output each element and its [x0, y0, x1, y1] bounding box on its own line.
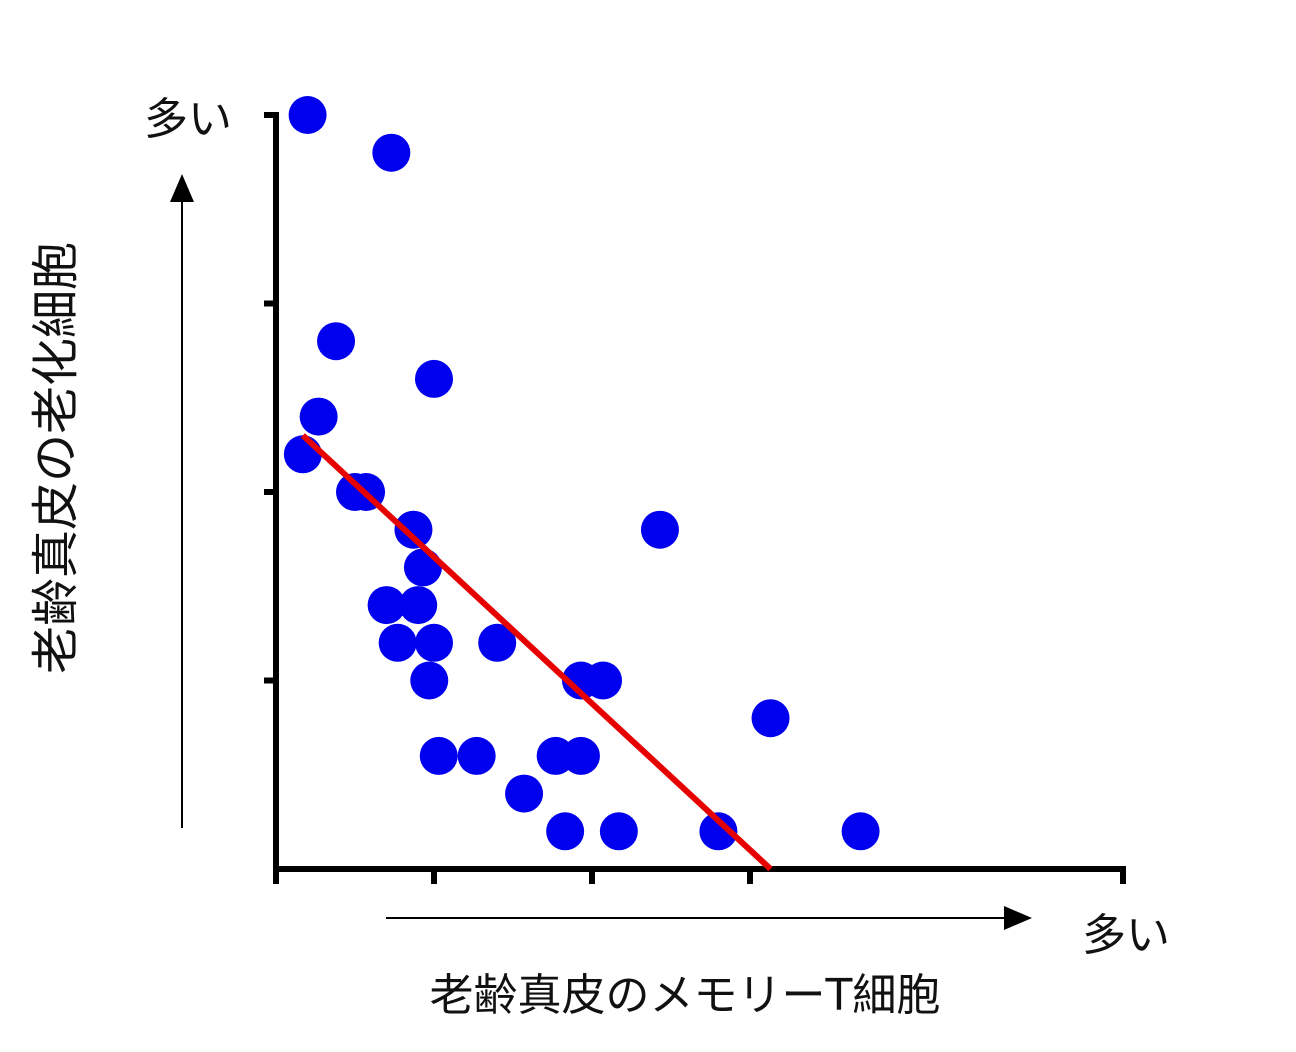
data-point — [317, 322, 356, 361]
data-point — [457, 736, 496, 775]
y-arrow-head-icon — [170, 174, 194, 202]
data-point — [415, 359, 453, 398]
data-point — [410, 661, 449, 700]
y-high-label: 多い — [144, 94, 232, 145]
data-point — [584, 661, 623, 700]
x-arrow-head-icon — [1004, 906, 1032, 930]
data-point — [478, 623, 517, 662]
data-point — [505, 774, 544, 813]
data-point — [561, 736, 600, 775]
data-point — [419, 736, 458, 775]
data-point — [640, 510, 679, 549]
x-axis-ticks — [273, 869, 1126, 884]
data-point — [299, 397, 338, 436]
data-point — [367, 586, 406, 625]
x-axis-title: 老齢真皮のメモリーT細胞 — [430, 970, 941, 1021]
trend-line — [300, 433, 773, 872]
data-point — [403, 548, 442, 587]
data-point — [415, 623, 453, 662]
y-axis-title: 老齢真皮の老化細胞 — [28, 242, 84, 674]
y-axis-ticks — [264, 112, 276, 684]
data-point — [599, 812, 638, 851]
data-points — [283, 96, 880, 851]
data-point — [372, 133, 411, 172]
data-point — [751, 699, 790, 738]
data-point — [283, 435, 322, 474]
data-point — [841, 812, 880, 851]
data-point — [394, 510, 433, 549]
data-point — [546, 812, 585, 851]
data-point — [288, 96, 327, 134]
x-high-label: 多い — [1082, 910, 1170, 961]
data-point — [399, 586, 438, 625]
data-point — [699, 812, 738, 851]
data-point — [378, 623, 417, 662]
